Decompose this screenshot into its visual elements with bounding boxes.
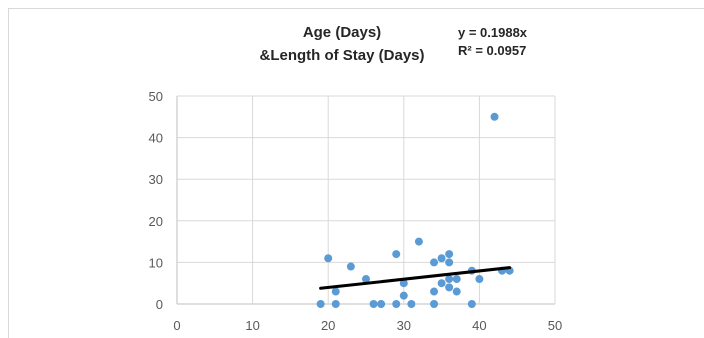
data-point xyxy=(437,279,446,288)
data-point xyxy=(399,279,408,288)
chart-title-line-1: Age (Days) xyxy=(302,24,382,41)
data-point xyxy=(452,287,461,296)
data-point xyxy=(392,250,401,259)
y-tick-label: 30 xyxy=(149,172,163,187)
y-tick-label: 0 xyxy=(156,297,163,312)
x-tick-label: 30 xyxy=(397,318,411,333)
x-tick-label: 20 xyxy=(321,318,335,333)
data-point xyxy=(407,300,416,308)
y-tick-label: 10 xyxy=(149,255,163,270)
data-point xyxy=(377,300,386,308)
data-point xyxy=(399,291,408,300)
trendline-equation: y = 0.1988x xyxy=(458,25,528,40)
data-point xyxy=(324,254,333,263)
data-point xyxy=(467,300,476,308)
data-point xyxy=(430,287,439,296)
data-point xyxy=(475,275,484,284)
trendline-r-squared: R² = 0.0957 xyxy=(458,43,527,58)
y-tick-label: 40 xyxy=(149,131,163,146)
data-point xyxy=(437,254,446,263)
data-point xyxy=(316,300,325,308)
data-point xyxy=(331,287,340,296)
data-point xyxy=(445,258,454,267)
x-tick-label: 0 xyxy=(173,318,180,333)
x-tick-label: 50 xyxy=(548,318,562,333)
data-point xyxy=(445,275,454,284)
y-tick-label: 50 xyxy=(149,89,163,104)
chart-frame xyxy=(8,8,704,338)
data-point xyxy=(490,112,499,121)
data-point xyxy=(392,300,401,308)
data-point xyxy=(430,300,439,308)
data-point xyxy=(331,300,340,308)
data-point xyxy=(445,250,454,259)
data-point xyxy=(430,258,439,267)
chart-title-line-2: &Length of Stay (Days) xyxy=(259,47,425,64)
data-point xyxy=(362,275,370,284)
x-tick-label: 10 xyxy=(245,318,259,333)
data-point xyxy=(369,300,378,308)
x-tick-label: 40 xyxy=(472,318,486,333)
data-point xyxy=(414,237,423,246)
y-tick-label: 20 xyxy=(149,214,163,229)
data-point xyxy=(346,262,355,271)
data-point xyxy=(452,275,461,284)
trendline xyxy=(319,266,512,290)
data-point xyxy=(445,283,454,292)
